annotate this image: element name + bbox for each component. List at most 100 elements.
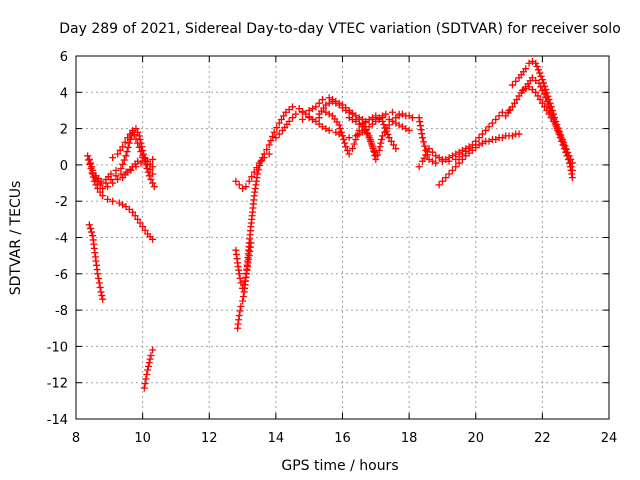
data-point-arc-15-7: [365, 132, 373, 140]
data-point-arc-1-17: [129, 208, 137, 216]
data-point-arc-17-19: [478, 130, 486, 138]
data-point-arc-3-0: [89, 170, 97, 178]
data-point-arc-9-52: [277, 116, 285, 124]
data-point-arc-14-9: [340, 135, 348, 143]
data-point-arc-15-10: [368, 143, 376, 151]
data-point-arc-18-17: [502, 132, 510, 140]
data-point-arc-19-5: [522, 65, 530, 73]
data-point-arc-15-8: [366, 135, 374, 143]
data-point-arc-8-7: [236, 274, 244, 282]
data-points: [84, 57, 576, 392]
data-point-arc-21-16: [557, 132, 565, 140]
data-point-arc-5-0: [109, 154, 117, 162]
data-point-arc-20-18: [542, 94, 550, 102]
data-point-arc-21-12: [549, 117, 557, 125]
data-point-arc-17-24: [495, 112, 503, 120]
data-point-arc-9-46: [265, 141, 273, 149]
data-point-arc-17-10: [445, 157, 453, 165]
data-point-arc-17-3: [422, 151, 430, 159]
data-point-arc-21-9: [543, 106, 551, 114]
data-point-arc-16-0: [415, 114, 423, 122]
data-point-arc-18-16: [495, 134, 503, 142]
data-point-arc-16-3: [417, 126, 425, 134]
data-point-arc-6-15: [96, 283, 104, 291]
data-point-arc-11-7: [292, 110, 300, 118]
data-point-arc-16-6: [420, 138, 428, 146]
data-point-arc-7-1: [141, 380, 149, 388]
data-point-arc-6-16: [97, 288, 105, 296]
data-point-arc-5-11: [135, 143, 143, 151]
data-point-arc-20-14: [535, 79, 543, 87]
data-point-arc-16-2: [416, 122, 424, 130]
data-point-arc-19-11: [536, 69, 544, 77]
data-point-arc-14-15: [350, 140, 358, 148]
data-point-arc-17-18: [475, 134, 483, 142]
data-point-arc-3-4: [99, 184, 107, 192]
data-point-arc-1-9: [96, 188, 104, 196]
data-point-arc-17-2: [420, 154, 428, 162]
data-point-arc-14-25: [378, 117, 386, 125]
data-point-arc-1-18: [131, 212, 139, 220]
data-point-arc-4-27: [143, 165, 151, 173]
data-point-arc-16-7: [421, 142, 429, 150]
data-point-arc-13-11: [345, 134, 353, 142]
data-point-arc-15-16: [376, 143, 384, 151]
data-point-arc-10-7: [253, 164, 261, 172]
data-point-arc-20-38: [568, 166, 576, 174]
y-tick-label: -8: [55, 304, 68, 319]
chart-title: Day 289 of 2021, Sidereal Day-to-day VTE…: [59, 21, 621, 37]
data-point-arc-19-9: [533, 63, 541, 71]
data-point-arc-20-15: [537, 83, 545, 91]
data-point-arc-20-19: [543, 97, 551, 105]
data-point-arc-4-4: [107, 170, 115, 178]
data-point-arc-5-5: [124, 134, 132, 142]
x-tick-label: 12: [201, 431, 218, 446]
y-tick-label: -10: [47, 340, 68, 355]
data-point-arc-6-1: [86, 224, 94, 232]
data-point-arc-7-7: [146, 355, 154, 363]
data-point-arc-19-8: [532, 59, 540, 67]
data-point-arc-2-0: [85, 155, 93, 163]
x-tick-label: 10: [134, 431, 151, 446]
data-point-arc-21-15: [555, 128, 563, 136]
data-point-arc-14-8: [339, 132, 346, 140]
data-point-arc-14-31: [387, 137, 395, 145]
data-point-arc-1-19: [134, 215, 142, 223]
data-point-arc-15-19: [378, 132, 386, 140]
data-point-arc-9-50: [273, 124, 281, 132]
data-point-arc-6-12: [94, 270, 102, 278]
data-point-arc-14-14: [348, 145, 356, 153]
data-point-arc-21-10: [545, 110, 553, 118]
data-point-arc-21-18: [560, 139, 568, 147]
data-point-arc-9-5: [237, 302, 245, 310]
data-point-arc-5-12: [137, 148, 145, 156]
y-tick-label: -4: [55, 232, 68, 247]
data-point-arc-4-1: [97, 179, 105, 187]
data-point-arc-1-12: [109, 197, 117, 205]
data-point-arc-15-14: [373, 151, 381, 159]
data-point-arc-15-9: [367, 139, 375, 147]
data-point-arc-20-16: [538, 86, 546, 94]
data-point-arc-11-1: [275, 130, 283, 138]
data-point-arc-7-5: [144, 362, 152, 370]
data-point-arc-20-37: [567, 163, 575, 171]
data-point-arc-4-30: [147, 175, 155, 183]
data-point-arc-2-16: [149, 155, 157, 163]
y-tick-label: -14: [47, 413, 68, 428]
data-point-arc-7-8: [147, 351, 155, 359]
data-point-arc-16-5: [418, 134, 426, 142]
data-point-arc-1-25: [149, 235, 157, 243]
x-tick-label: 22: [534, 431, 551, 446]
data-point-arc-16-12: [432, 159, 440, 167]
data-point-arc-11-5: [285, 117, 293, 125]
data-point-arc-4-31: [149, 179, 157, 187]
y-tick-label: -6: [55, 268, 68, 283]
data-point-arc-14-32: [390, 141, 398, 149]
data-point-arc-21-4: [532, 88, 540, 96]
x-tick-label: 20: [467, 431, 484, 446]
data-point-arc-4-32: [150, 183, 158, 191]
x-tick-label: 8: [72, 431, 80, 446]
data-point-arc-13-0: [299, 116, 307, 124]
data-point-arc-15-18: [378, 135, 386, 143]
data-point-arc-1-0: [84, 152, 92, 160]
